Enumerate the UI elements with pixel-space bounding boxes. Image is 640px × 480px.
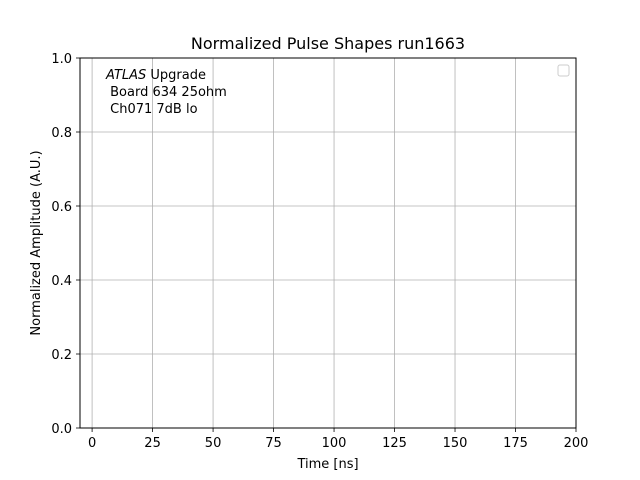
annotation-line-3: Ch071 7dB lo [106,102,198,117]
axes-frame [79,57,577,429]
x-tick-label: 175 [503,436,528,451]
x-tick-label: 0 [88,436,96,451]
x-tick-label: 200 [564,436,589,451]
annotation-line-1: ATLAS Upgrade [105,68,206,83]
x-tick-label: 50 [205,436,222,451]
y-tick-label: 0.4 [51,274,72,289]
x-axis-ticks: 0 25 50 75 100 125 150 175 200 [88,428,588,451]
plot-area [80,58,576,428]
annotation-line-2: Board 634 25ohm [106,85,227,100]
y-tick-label: 0.6 [51,200,72,215]
x-tick-label: 75 [265,436,282,451]
y-axis-label: Normalized Amplitude (A.U.) [29,150,44,335]
x-tick-label: 100 [322,436,347,451]
legend-box [557,64,570,77]
x-tick-label: 25 [144,436,161,451]
y-tick-label: 0.2 [51,348,72,363]
y-axis-ticks: 0.0 0.2 0.4 0.6 0.8 1.0 [51,52,80,437]
annotation-atlas: ATLAS [105,68,146,83]
y-tick-label: 0.8 [51,126,72,141]
x-axis-label: Time [ns] [296,457,358,472]
y-tick-label: 1.0 [51,52,72,67]
x-tick-label: 150 [443,436,468,451]
grid-lines [80,57,577,429]
x-tick-label: 125 [382,436,407,451]
y-tick-label: 0.0 [51,422,72,437]
annotation-upgrade: Upgrade [146,68,206,83]
chart-title: Normalized Pulse Shapes run1663 [191,34,465,53]
